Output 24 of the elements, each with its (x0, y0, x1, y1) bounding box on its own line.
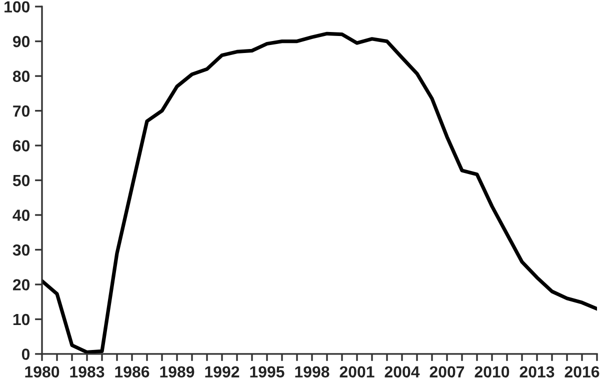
x-tick-label: 1992 (205, 366, 240, 378)
x-tick-label: 2001 (340, 366, 374, 378)
y-tick-label: 60 (13, 140, 30, 152)
y-tick-label: 90 (12, 36, 30, 48)
x-tick-label: 1986 (115, 366, 150, 378)
y-tick-label: 30 (12, 244, 30, 256)
x-tick-label: 2010 (474, 366, 510, 378)
x-tick-label: 1995 (250, 366, 284, 378)
y-tick-label: 20 (12, 279, 30, 290)
x-tick-label: 1980 (25, 366, 60, 378)
y-tick-label: 100 (4, 1, 30, 13)
x-tick-label: 2004 (384, 366, 420, 378)
y-tick-label: 80 (12, 70, 30, 82)
y-tick-label: 40 (12, 210, 30, 221)
x-tick-label: 1983 (70, 366, 104, 378)
y-tick-label: 50 (12, 174, 30, 186)
x-tick-label: 2007 (430, 366, 464, 378)
x-tick-label: 2016 (564, 366, 600, 378)
y-tick-label: 0 (22, 348, 30, 360)
x-tick-label: 2013 (520, 366, 554, 378)
x-tick-label: 1998 (295, 366, 330, 378)
y-tick-label: 10 (13, 314, 30, 326)
x-tick-label: 1989 (160, 366, 194, 378)
y-tick-label: 70 (13, 105, 30, 117)
